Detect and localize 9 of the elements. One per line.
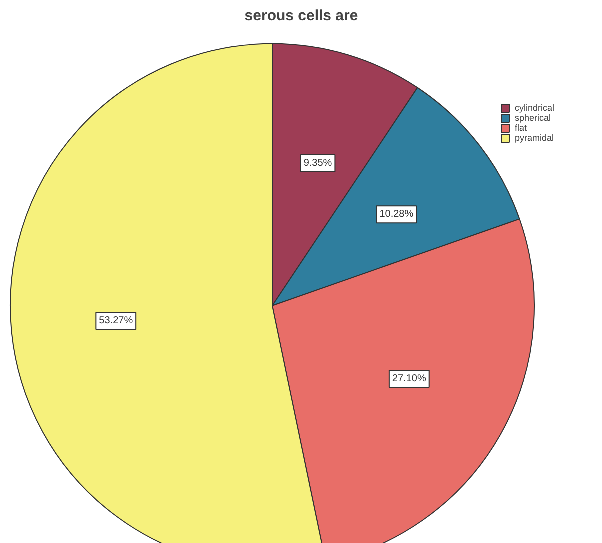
legend-label: cylindrical xyxy=(515,103,555,113)
chart-title: serous cells are xyxy=(244,8,358,24)
data-label: 27.10% xyxy=(392,374,426,385)
legend-label: spherical xyxy=(515,113,552,123)
legend-label: pyramidal xyxy=(515,133,554,143)
data-label: 10.28% xyxy=(380,209,414,220)
data-label: 9.35% xyxy=(304,158,332,169)
legend-label: flat xyxy=(515,123,528,133)
data-label: 53.27% xyxy=(99,316,134,327)
